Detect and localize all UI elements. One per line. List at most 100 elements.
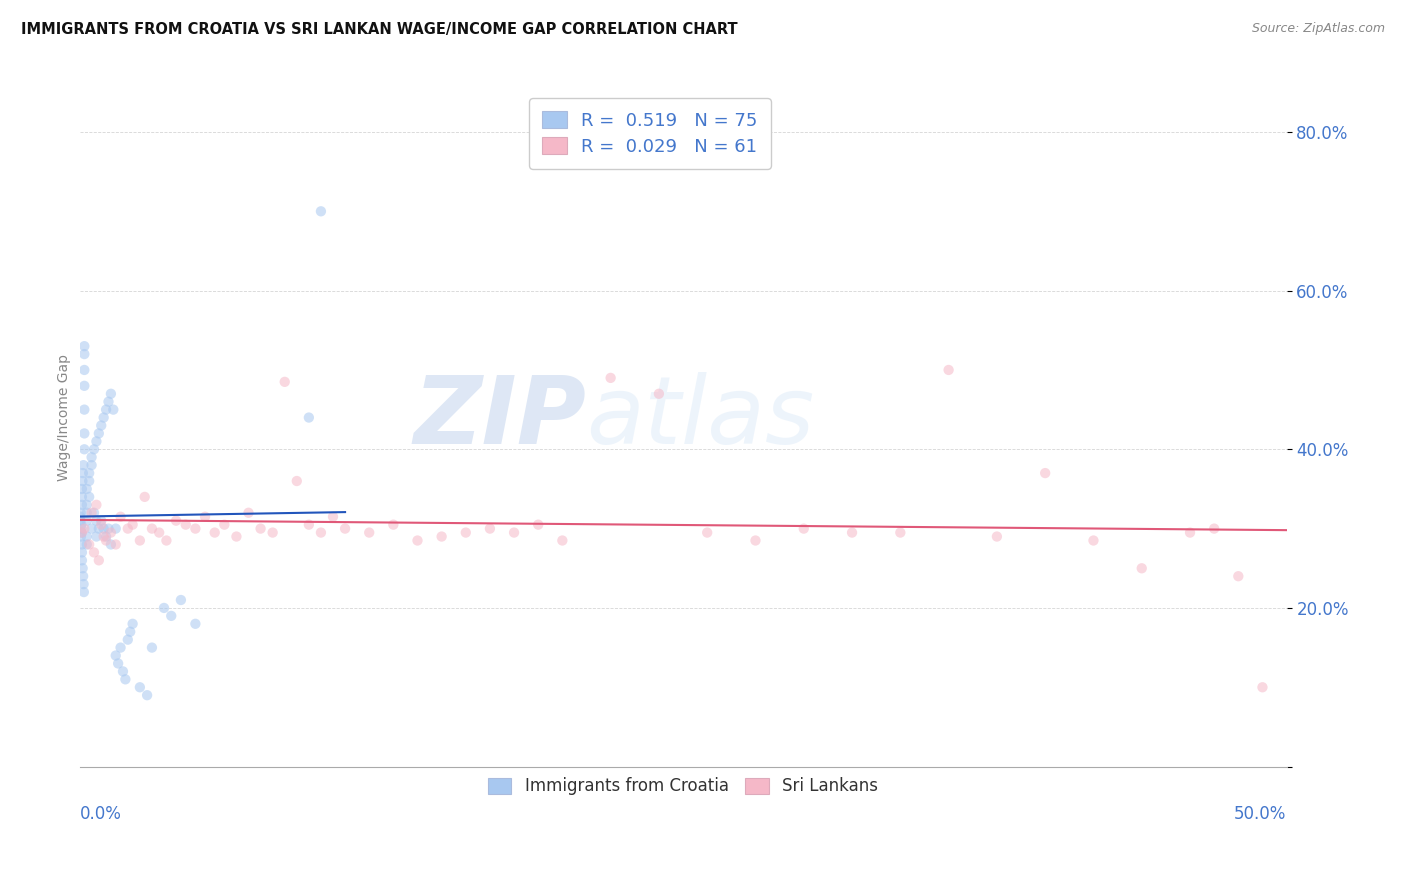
Point — [120, 624, 142, 639]
Point — [93, 522, 115, 536]
Point — [69, 514, 91, 528]
Point — [155, 533, 177, 548]
Point — [170, 593, 193, 607]
Point — [94, 530, 117, 544]
Point — [134, 490, 156, 504]
Point — [153, 601, 176, 615]
Point — [174, 517, 197, 532]
Point — [87, 553, 110, 567]
Point — [93, 530, 115, 544]
Point — [110, 640, 132, 655]
Point — [73, 426, 96, 441]
Point — [114, 673, 136, 687]
Point — [104, 522, 127, 536]
Point — [83, 442, 105, 457]
Point — [274, 375, 297, 389]
Point — [93, 410, 115, 425]
Point — [121, 517, 143, 532]
Point — [86, 434, 108, 449]
Point — [551, 533, 574, 548]
Point — [73, 339, 96, 353]
Point — [1227, 569, 1250, 583]
Point — [70, 553, 93, 567]
Point — [406, 533, 429, 548]
Point — [100, 386, 122, 401]
Point — [322, 509, 344, 524]
Point — [986, 530, 1008, 544]
Point — [80, 506, 103, 520]
Point — [90, 517, 112, 532]
Point — [121, 616, 143, 631]
Point — [73, 442, 96, 457]
Point — [100, 537, 122, 551]
Point — [128, 680, 150, 694]
Point — [83, 506, 105, 520]
Point — [262, 525, 284, 540]
Point — [70, 517, 93, 532]
Point — [648, 386, 671, 401]
Point — [117, 522, 139, 536]
Point — [889, 525, 911, 540]
Text: ZIP: ZIP — [413, 372, 586, 464]
Point — [104, 648, 127, 663]
Point — [1130, 561, 1153, 575]
Point — [86, 530, 108, 544]
Point — [430, 530, 453, 544]
Text: 50.0%: 50.0% — [1234, 805, 1286, 823]
Point — [1251, 680, 1274, 694]
Point — [382, 517, 405, 532]
Point — [148, 525, 170, 540]
Point — [70, 522, 93, 536]
Point — [70, 490, 93, 504]
Point — [107, 657, 129, 671]
Point — [72, 466, 94, 480]
Point — [1178, 525, 1201, 540]
Point — [333, 522, 356, 536]
Point — [70, 482, 93, 496]
Point — [1033, 466, 1056, 480]
Legend: Immigrants from Croatia, Sri Lankans: Immigrants from Croatia, Sri Lankans — [477, 766, 890, 807]
Point — [70, 525, 93, 540]
Point — [194, 509, 217, 524]
Point — [72, 561, 94, 575]
Point — [86, 498, 108, 512]
Point — [76, 537, 98, 551]
Text: Source: ZipAtlas.com: Source: ZipAtlas.com — [1251, 22, 1385, 36]
Point — [214, 517, 236, 532]
Point — [73, 379, 96, 393]
Point — [70, 498, 93, 512]
Point — [359, 525, 381, 540]
Point — [117, 632, 139, 647]
Point — [72, 577, 94, 591]
Point — [73, 363, 96, 377]
Point — [454, 525, 477, 540]
Point — [70, 545, 93, 559]
Point — [73, 347, 96, 361]
Point — [72, 458, 94, 472]
Point — [285, 474, 308, 488]
Point — [744, 533, 766, 548]
Point — [298, 410, 321, 425]
Point — [298, 517, 321, 532]
Point — [86, 514, 108, 528]
Point — [309, 525, 332, 540]
Point — [141, 640, 163, 655]
Point — [841, 525, 863, 540]
Point — [111, 665, 134, 679]
Point — [72, 474, 94, 488]
Point — [103, 402, 125, 417]
Point — [72, 569, 94, 583]
Point — [87, 426, 110, 441]
Point — [94, 402, 117, 417]
Point — [76, 498, 98, 512]
Point — [1083, 533, 1105, 548]
Point — [238, 506, 260, 520]
Y-axis label: Wage/Income Gap: Wage/Income Gap — [58, 354, 72, 481]
Point — [97, 394, 120, 409]
Point — [184, 616, 207, 631]
Text: atlas: atlas — [586, 372, 814, 463]
Point — [73, 402, 96, 417]
Point — [80, 450, 103, 465]
Point — [80, 458, 103, 472]
Point — [309, 204, 332, 219]
